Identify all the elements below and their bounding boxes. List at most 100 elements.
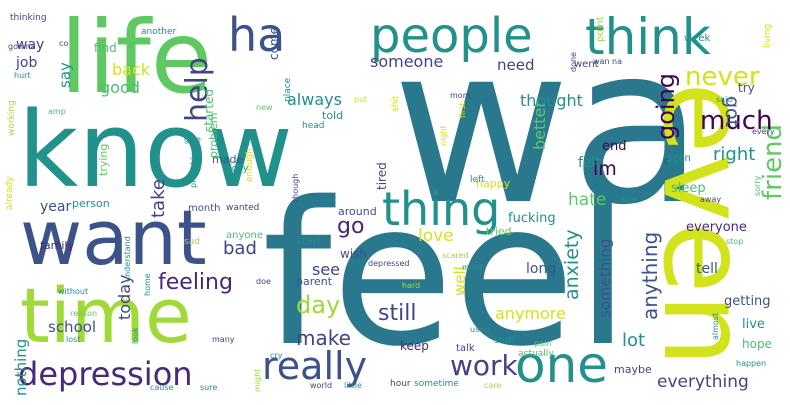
word-world: world — [310, 381, 333, 390]
word-shit: shit — [391, 95, 401, 112]
word-hate: hate — [568, 190, 607, 210]
word-tried: tried — [486, 225, 512, 238]
word-reason: reason — [70, 309, 98, 318]
word-almost: almost — [711, 312, 720, 340]
word-cause: cause — [150, 383, 174, 392]
word-going: going — [652, 72, 680, 140]
word-try: try — [738, 81, 755, 95]
word-better: better — [530, 101, 549, 150]
word-wanted: wanted — [226, 203, 260, 213]
word-felt: felt — [578, 155, 601, 171]
word-amp: amp — [48, 107, 66, 116]
word-nothing: nothing — [12, 338, 30, 396]
word-hard: hard — [402, 281, 421, 290]
word-people: people — [370, 8, 533, 64]
word-depressed: depressed — [368, 259, 410, 268]
word-day: day — [296, 291, 341, 319]
word-know: know — [18, 89, 293, 211]
word-want: want — [20, 193, 207, 282]
word-wan-na: wan na — [593, 57, 623, 66]
word-trying: trying — [97, 143, 110, 176]
word-bad: bad — [223, 238, 257, 259]
word-actually: actually — [518, 349, 554, 359]
word-everyone: everyone — [686, 220, 747, 235]
word-many: many — [212, 335, 235, 344]
word-little: little — [344, 381, 362, 390]
word-never: never — [685, 62, 760, 92]
word-back: back — [112, 60, 151, 79]
word-keep: keep — [400, 339, 429, 353]
word-feeling: feeling — [158, 270, 233, 295]
word-love: love — [418, 226, 454, 246]
word-away: away — [700, 195, 722, 204]
word-place: place — [283, 77, 293, 102]
word-give: give — [184, 135, 201, 144]
word-year: year — [40, 199, 72, 215]
word-head: head — [302, 121, 325, 131]
word-hour: hour — [390, 379, 411, 389]
word-scared: scared — [442, 251, 469, 260]
word-used: used — [470, 325, 490, 334]
word-happen: happen — [736, 359, 767, 368]
word-still: still — [378, 301, 417, 326]
word-put: put — [354, 95, 368, 104]
word-good: good — [100, 78, 140, 97]
word-live: live — [742, 317, 765, 332]
word-talk: talk — [456, 343, 475, 354]
word-time: time — [20, 271, 192, 360]
word-fucking: fucking — [508, 211, 556, 226]
word-much: much — [700, 106, 773, 136]
word-gon-na: gon na — [8, 42, 36, 51]
word-maybe: maybe — [614, 363, 652, 376]
word-sometime: sometime — [414, 379, 459, 389]
word-one: one — [515, 336, 609, 394]
word-able: able — [620, 195, 638, 204]
word-think: think — [585, 8, 711, 66]
word-around: around — [338, 205, 377, 218]
word-someone: someone — [370, 52, 444, 71]
word-look: look — [131, 327, 140, 344]
word-understand: understand — [123, 236, 132, 282]
word-sad: sad — [184, 237, 200, 247]
word-night: night — [439, 125, 448, 146]
word-work: work — [450, 349, 518, 382]
word-thought: thought — [520, 91, 583, 110]
word-see: see — [312, 260, 341, 279]
word-body: body — [226, 164, 249, 174]
word-hope: hope — [742, 337, 772, 351]
word-first: first — [458, 102, 467, 118]
word-doe: doe — [256, 277, 271, 286]
word-thinking: thinking — [10, 13, 47, 23]
word-week: week — [684, 33, 711, 44]
word-co: co — [59, 39, 69, 48]
word-make: make — [296, 326, 351, 350]
word-every: every — [752, 127, 775, 136]
word-care: care — [484, 381, 502, 390]
word-person: person — [72, 197, 110, 210]
word-though: though — [291, 173, 300, 202]
word-left: left — [470, 175, 485, 185]
word-might: might — [253, 368, 262, 392]
word-end: end — [602, 139, 627, 154]
word-lost: lost — [66, 335, 81, 344]
word-family: family — [40, 239, 74, 252]
word-new: new — [256, 103, 273, 112]
word-anymore: anymore — [495, 304, 566, 323]
word-anxiety: anxiety — [561, 229, 583, 300]
word-problem: problem — [207, 112, 220, 158]
word-sure: sure — [200, 383, 218, 392]
word-come: come — [267, 26, 281, 60]
word-im: im — [593, 158, 617, 180]
word-wa: wa — [392, 0, 704, 253]
word-went: went — [574, 59, 599, 70]
word-find: find — [94, 41, 117, 55]
word-seen: seen — [667, 153, 691, 164]
word-take: take — [148, 179, 169, 218]
word-living: living — [763, 23, 773, 48]
word-lot: lot — [622, 330, 646, 351]
word-stuff: stuff — [494, 336, 515, 346]
word-done: done — [569, 52, 578, 72]
word-everything: everything — [657, 372, 749, 392]
word-really: really — [262, 344, 368, 388]
word-right: right — [713, 144, 756, 165]
